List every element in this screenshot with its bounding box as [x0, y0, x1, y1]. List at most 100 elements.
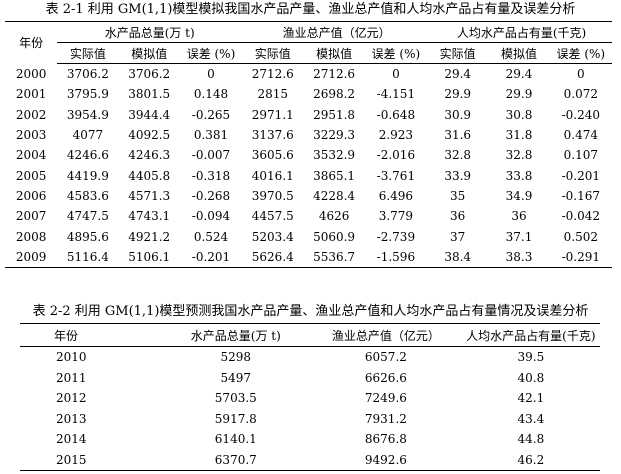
cell: 2013: [56, 411, 87, 426]
cell: 31.6: [444, 128, 472, 143]
cell: 0: [207, 67, 215, 82]
cell: 36: [511, 209, 527, 224]
subheader-actual: 实际值: [57, 42, 119, 64]
cell: -0.318: [191, 168, 231, 183]
table-row: 2001 3795.9 3801.5 0.148 2815 2698.2 -4.151 29.…: [5, 84, 612, 104]
table-row: 2014 6140.1 8676.8 44.8: [20, 429, 600, 450]
cell: 5626.4: [242, 246, 304, 268]
cell: 5298: [220, 350, 252, 365]
cell: 43.4: [517, 411, 545, 426]
cell: -0.268: [191, 188, 231, 203]
cell: 3532.9: [313, 148, 356, 163]
cell: -0.240: [561, 107, 601, 122]
cell: 6.496: [378, 188, 414, 203]
table1-caption: 表 2-1 利用 GM(1,1)模型模拟我国水产品产量、渔业总产值和人均水产品占…: [45, 2, 576, 17]
cell: 5203.4: [251, 229, 294, 244]
cell: 31.8: [505, 128, 533, 143]
cell: -2.016: [376, 148, 416, 163]
cell: 2000: [15, 66, 47, 81]
cell: 0: [392, 67, 400, 82]
cell: 3706.2: [66, 67, 109, 82]
cell: 2.923: [378, 128, 414, 143]
cell: 2712.6: [313, 67, 356, 82]
cell: 6057.2: [364, 350, 407, 365]
cell: 44.8: [517, 432, 545, 447]
cell: 2712.6: [251, 67, 294, 82]
cell: 6370.7: [161, 449, 311, 471]
table-row: 2015 6370.7 9492.6 46.2: [20, 449, 600, 471]
year-header: 年份: [5, 21, 58, 64]
table-row: 2002 3954.9 3944.4 -0.265 2971.1 2951.8 -0.648…: [5, 105, 612, 125]
cell: 4895.6: [66, 229, 109, 244]
cell: 37.1: [505, 229, 533, 244]
cell: 7249.6: [364, 391, 407, 406]
cell: 2951.8: [313, 107, 356, 122]
table-row: 2011 5497 6626.6 40.8: [20, 368, 600, 389]
cell: 8676.8: [364, 432, 407, 447]
cell: 0.474: [563, 128, 598, 143]
cell: 32.8: [444, 148, 472, 163]
table-row: 2005 4419.9 4405.8 -0.318 4016.1 3865.1 -3.761…: [5, 165, 612, 185]
cell: 4077: [72, 128, 104, 143]
cell: -0.648: [376, 107, 416, 122]
table-row: 2008 4895.6 4921.2 0.524 5203.4 5060.9 -2.739 3…: [5, 226, 612, 246]
subheader-actual: 实际值: [427, 42, 489, 64]
cell: -3.761: [376, 168, 416, 183]
cell: 33.9: [444, 168, 472, 183]
cell: 2002: [15, 107, 47, 122]
cell: 35: [450, 188, 466, 203]
cell: 3801.5: [128, 87, 171, 102]
cell: 4457.5: [251, 209, 294, 224]
cell: 7931.2: [364, 411, 407, 426]
cell: 4016.1: [251, 168, 294, 183]
table-row: 2012 5703.5 7249.6 42.1: [20, 388, 600, 409]
cell: -1.596: [364, 246, 428, 268]
cell: 29.4: [505, 67, 533, 82]
cell: 3795.9: [66, 87, 109, 102]
cell: 5060.9: [313, 229, 356, 244]
subheader-simulated: 模拟值: [118, 42, 180, 64]
cell: 3944.4: [128, 107, 171, 122]
cell: 2003: [15, 128, 47, 143]
cell: 4921.2: [128, 229, 171, 244]
cell: 2012: [56, 391, 87, 406]
subheader-simulated: 模拟值: [488, 42, 550, 64]
cell: 5106.1: [118, 246, 180, 268]
forecast-table: 年份 水产品总量(万 t) 渔业总产值（亿元） 人均水产品占有量(千克) 201…: [20, 323, 600, 471]
cell: 2006: [15, 188, 47, 203]
cell: -0.291: [549, 246, 612, 268]
cell: 3865.1: [313, 168, 356, 183]
cell: 2010: [56, 350, 87, 365]
cell: 4571.3: [128, 188, 171, 203]
cell: 2014: [56, 432, 87, 447]
cell: -0.265: [191, 107, 231, 122]
cell: 39.5: [517, 350, 545, 365]
cell: -0.201: [179, 246, 243, 268]
table2-caption: 表 2-2 利用 GM(1,1)模型预测我国水产品产量、渔业总产值和人均水产品占…: [32, 304, 589, 319]
cell: 2007: [15, 209, 47, 224]
cell: -0.042: [561, 209, 601, 224]
cell: 4405.8: [128, 168, 171, 183]
cell: 4246.3: [128, 148, 171, 163]
cell: 2698.2: [313, 87, 356, 102]
cell: 30.9: [444, 107, 472, 122]
cell: 46.2: [461, 449, 600, 471]
cell: 2004: [15, 148, 47, 163]
cell: 0.524: [193, 229, 229, 244]
cell: 2015: [20, 449, 162, 471]
subheader-error: 误差 (%): [179, 42, 243, 64]
header-per-capita: 人均水产品占有量(千克): [461, 323, 600, 347]
cell: 2008: [15, 229, 47, 244]
cell: 3229.3: [313, 128, 356, 143]
cell: 2971.1: [251, 107, 294, 122]
cell: 0.148: [193, 87, 229, 102]
header-fishery-value: 渔业总产值（亿元）: [310, 323, 462, 347]
table-row: 2009 5116.4 5106.1 -0.201 5626.4 5536.7 -1.596…: [5, 246, 612, 268]
cell: 3.779: [378, 209, 414, 224]
cell: 4228.4: [313, 188, 356, 203]
cell: 3605.6: [251, 148, 294, 163]
cell: 0.072: [563, 87, 598, 102]
cell: 3706.2: [128, 67, 171, 82]
table-row: 2000 3706.2 3706.2 0 2712.6 2712.6 0 29.4 29.4 0: [5, 64, 612, 85]
cell: 0.381: [193, 128, 229, 143]
